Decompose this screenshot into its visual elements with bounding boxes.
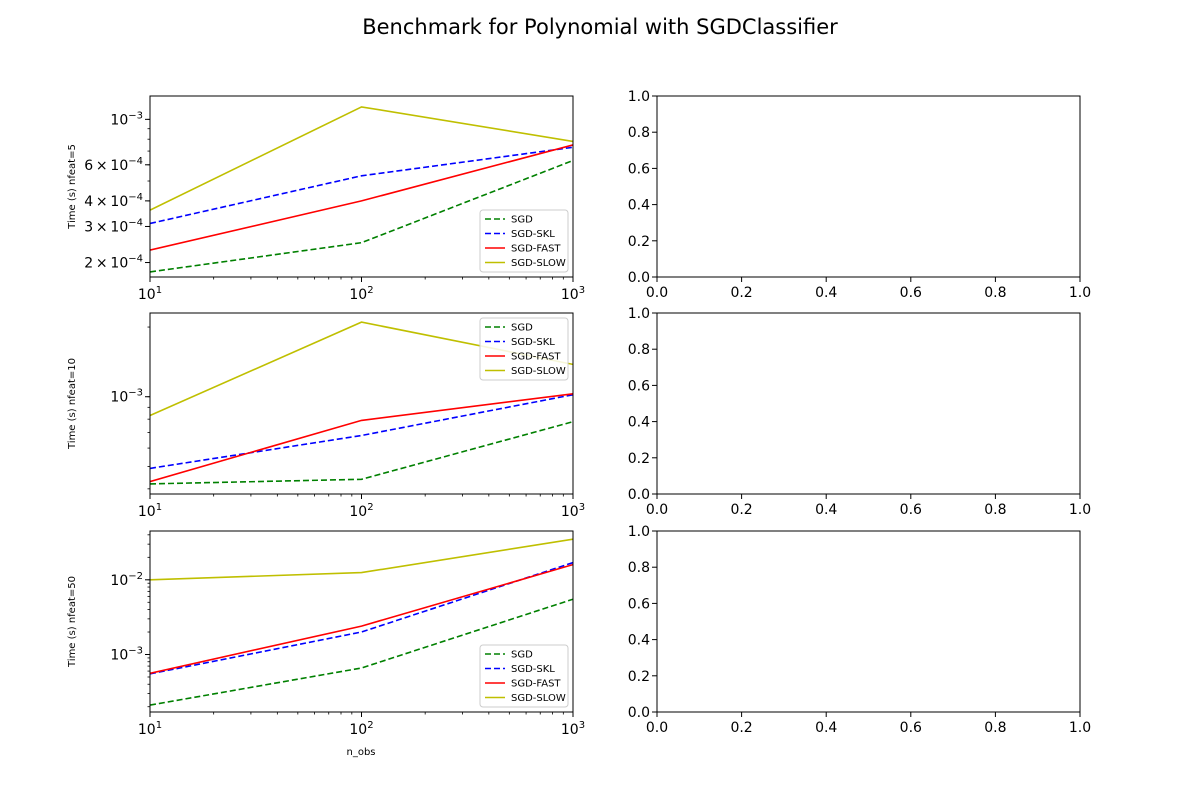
x-tick-label: 101 — [138, 720, 162, 738]
x-tick-label: 0.0 — [646, 502, 668, 518]
y-tick-label: 0.6 — [628, 161, 650, 177]
x-tick-label: 1.0 — [1069, 720, 1091, 736]
y-tick-label: 0.0 — [628, 270, 650, 286]
x-tick-label: 0.4 — [815, 720, 837, 736]
axes-frame — [656, 530, 1081, 713]
series-line-sgd-slow — [150, 538, 573, 581]
x-tick-label: 102 — [349, 502, 373, 520]
legend-label: SGD — [511, 650, 533, 661]
y-tick-label: 1.0 — [628, 89, 650, 105]
legend: SGD SGD-SKL SGD-FAST SGD-SLOW — [479, 317, 569, 381]
y-tick-label: 0.4 — [628, 415, 650, 431]
legend-label: SGD — [511, 215, 533, 226]
x-tick-label: 0.2 — [730, 720, 752, 736]
legend-label: SGD — [511, 323, 533, 334]
y-tick-label: 0.0 — [628, 487, 650, 503]
series-line-sgd — [150, 598, 573, 706]
y-tick-label: 6 × 10−4 — [84, 156, 143, 174]
series-line-sgd-fast — [150, 393, 573, 483]
x-axis-label: n_obs — [346, 747, 375, 758]
panels: 101 102 103 2 × 10−4 3 × 10−4 4 × 10−4 6 × 10−… — [67, 89, 1091, 738]
axes-frame — [656, 312, 1081, 495]
x-tick-label: 1.0 — [1069, 502, 1091, 518]
y-tick-label: 0.6 — [628, 378, 650, 394]
legend-label: SGD-SLOW — [511, 366, 566, 377]
x-tick-label: 0.0 — [646, 720, 668, 736]
x-tick-label: 0.8 — [984, 720, 1006, 736]
x-tick-label: 0.6 — [900, 720, 922, 736]
y-tick-label: 10−3 — [110, 388, 143, 406]
y-tick-label: 0.2 — [628, 451, 650, 467]
x-tick-label: 1.0 — [1069, 285, 1091, 301]
y-tick-label: 10−2 — [110, 571, 143, 589]
subplot-2: 101 102 103 10−3 Time (s) nfeat=10 SGD SGD-SKL… — [67, 312, 585, 520]
y-tick-label: 0.8 — [628, 125, 650, 141]
empty-subplot-1: 0.00.0 0.2 0.2 0.4 0.4 0.6 0.6 0.8 0.8 1.0 1.0 — [628, 89, 1091, 301]
y-tick-label: 0.0 — [628, 705, 650, 721]
x-tick-label: 103 — [561, 502, 585, 520]
x-tick-label: 0.6 — [900, 502, 922, 518]
y-axis-label: Time (s) nfeat=50 — [67, 576, 78, 668]
empty-subplot-2: 0.00.0 0.2 0.2 0.4 0.4 0.6 0.6 0.8 0.8 1.0 1.0 — [628, 306, 1091, 518]
x-tick-label: 0.8 — [984, 502, 1006, 518]
x-tick-label: 103 — [561, 720, 585, 738]
y-tick-label: 10−3 — [110, 646, 143, 664]
x-tick-label: 0.4 — [815, 285, 837, 301]
y-tick-label: 2 × 10−4 — [84, 254, 143, 272]
series-line-sgd-fast — [150, 144, 573, 251]
series-line-sgd — [150, 420, 573, 485]
x-tick-label: 101 — [138, 285, 162, 303]
legend-label: SGD-FAST — [511, 679, 561, 690]
y-tick-label: 10−3 — [110, 110, 143, 128]
y-tick-label: 0.2 — [628, 669, 650, 685]
legend-box — [479, 644, 569, 708]
x-tick-label: 0.8 — [984, 285, 1006, 301]
series-line-sgd-skl — [150, 393, 573, 470]
y-tick-label: 0.4 — [628, 633, 650, 649]
y-tick-label: 0.4 — [628, 198, 650, 214]
x-tick-label: 102 — [349, 285, 373, 303]
empty-subplot-3: 0.00.0 0.2 0.2 0.4 0.4 0.6 0.6 0.8 0.8 1.0 1.0 — [628, 524, 1091, 736]
axes-frame — [656, 95, 1081, 278]
legend-box — [479, 209, 569, 273]
x-tick-label: 0.2 — [730, 502, 752, 518]
series-line-sgd-slow — [150, 106, 573, 211]
y-tick-label: 0.8 — [628, 560, 650, 576]
y-tick-label: 0.2 — [628, 234, 650, 250]
y-tick-label: 1.0 — [628, 306, 650, 322]
legend-box — [479, 317, 569, 381]
x-tick-label: 0.2 — [730, 285, 752, 301]
x-tick-label: 101 — [138, 502, 162, 520]
legend-label: SGD-SKL — [511, 664, 555, 675]
subplot-1: 101 102 103 2 × 10−4 3 × 10−4 4 × 10−4 6 × 10−… — [67, 95, 585, 303]
x-tick-label: 0.4 — [815, 502, 837, 518]
legend: SGD SGD-SKL SGD-FAST SGD-SLOW — [479, 644, 569, 708]
legend-label: SGD-FAST — [511, 244, 561, 255]
x-tick-label: 0.0 — [646, 285, 668, 301]
figure-title: Benchmark for Polynomial with SGDClassif… — [362, 15, 838, 39]
y-tick-label: 3 × 10−4 — [84, 217, 143, 235]
legend-label: SGD-SKL — [511, 229, 555, 240]
legend-label: SGD-SLOW — [511, 693, 566, 704]
series-line-sgd-fast — [150, 563, 573, 675]
legend-label: SGD-SLOW — [511, 258, 566, 269]
x-tick-label: 0.6 — [900, 285, 922, 301]
y-tick-label: 0.8 — [628, 342, 650, 358]
legend-label: SGD-FAST — [511, 352, 561, 363]
legend-label: SGD-SKL — [511, 337, 555, 348]
y-axis-label: Time (s) nfeat=10 — [67, 358, 78, 450]
legend: SGD SGD-SKL SGD-FAST SGD-SLOW — [479, 209, 569, 273]
series-line-sgd — [150, 159, 573, 273]
y-tick-label: 1.0 — [628, 524, 650, 540]
y-tick-label: 0.6 — [628, 596, 650, 612]
x-tick-label: 102 — [349, 720, 373, 738]
y-tick-label: 4 × 10−4 — [84, 192, 143, 210]
series-line-sgd-skl — [150, 146, 573, 225]
y-axis-label: Time (s) nfeat=5 — [67, 144, 78, 230]
x-tick-label: 103 — [561, 285, 585, 303]
